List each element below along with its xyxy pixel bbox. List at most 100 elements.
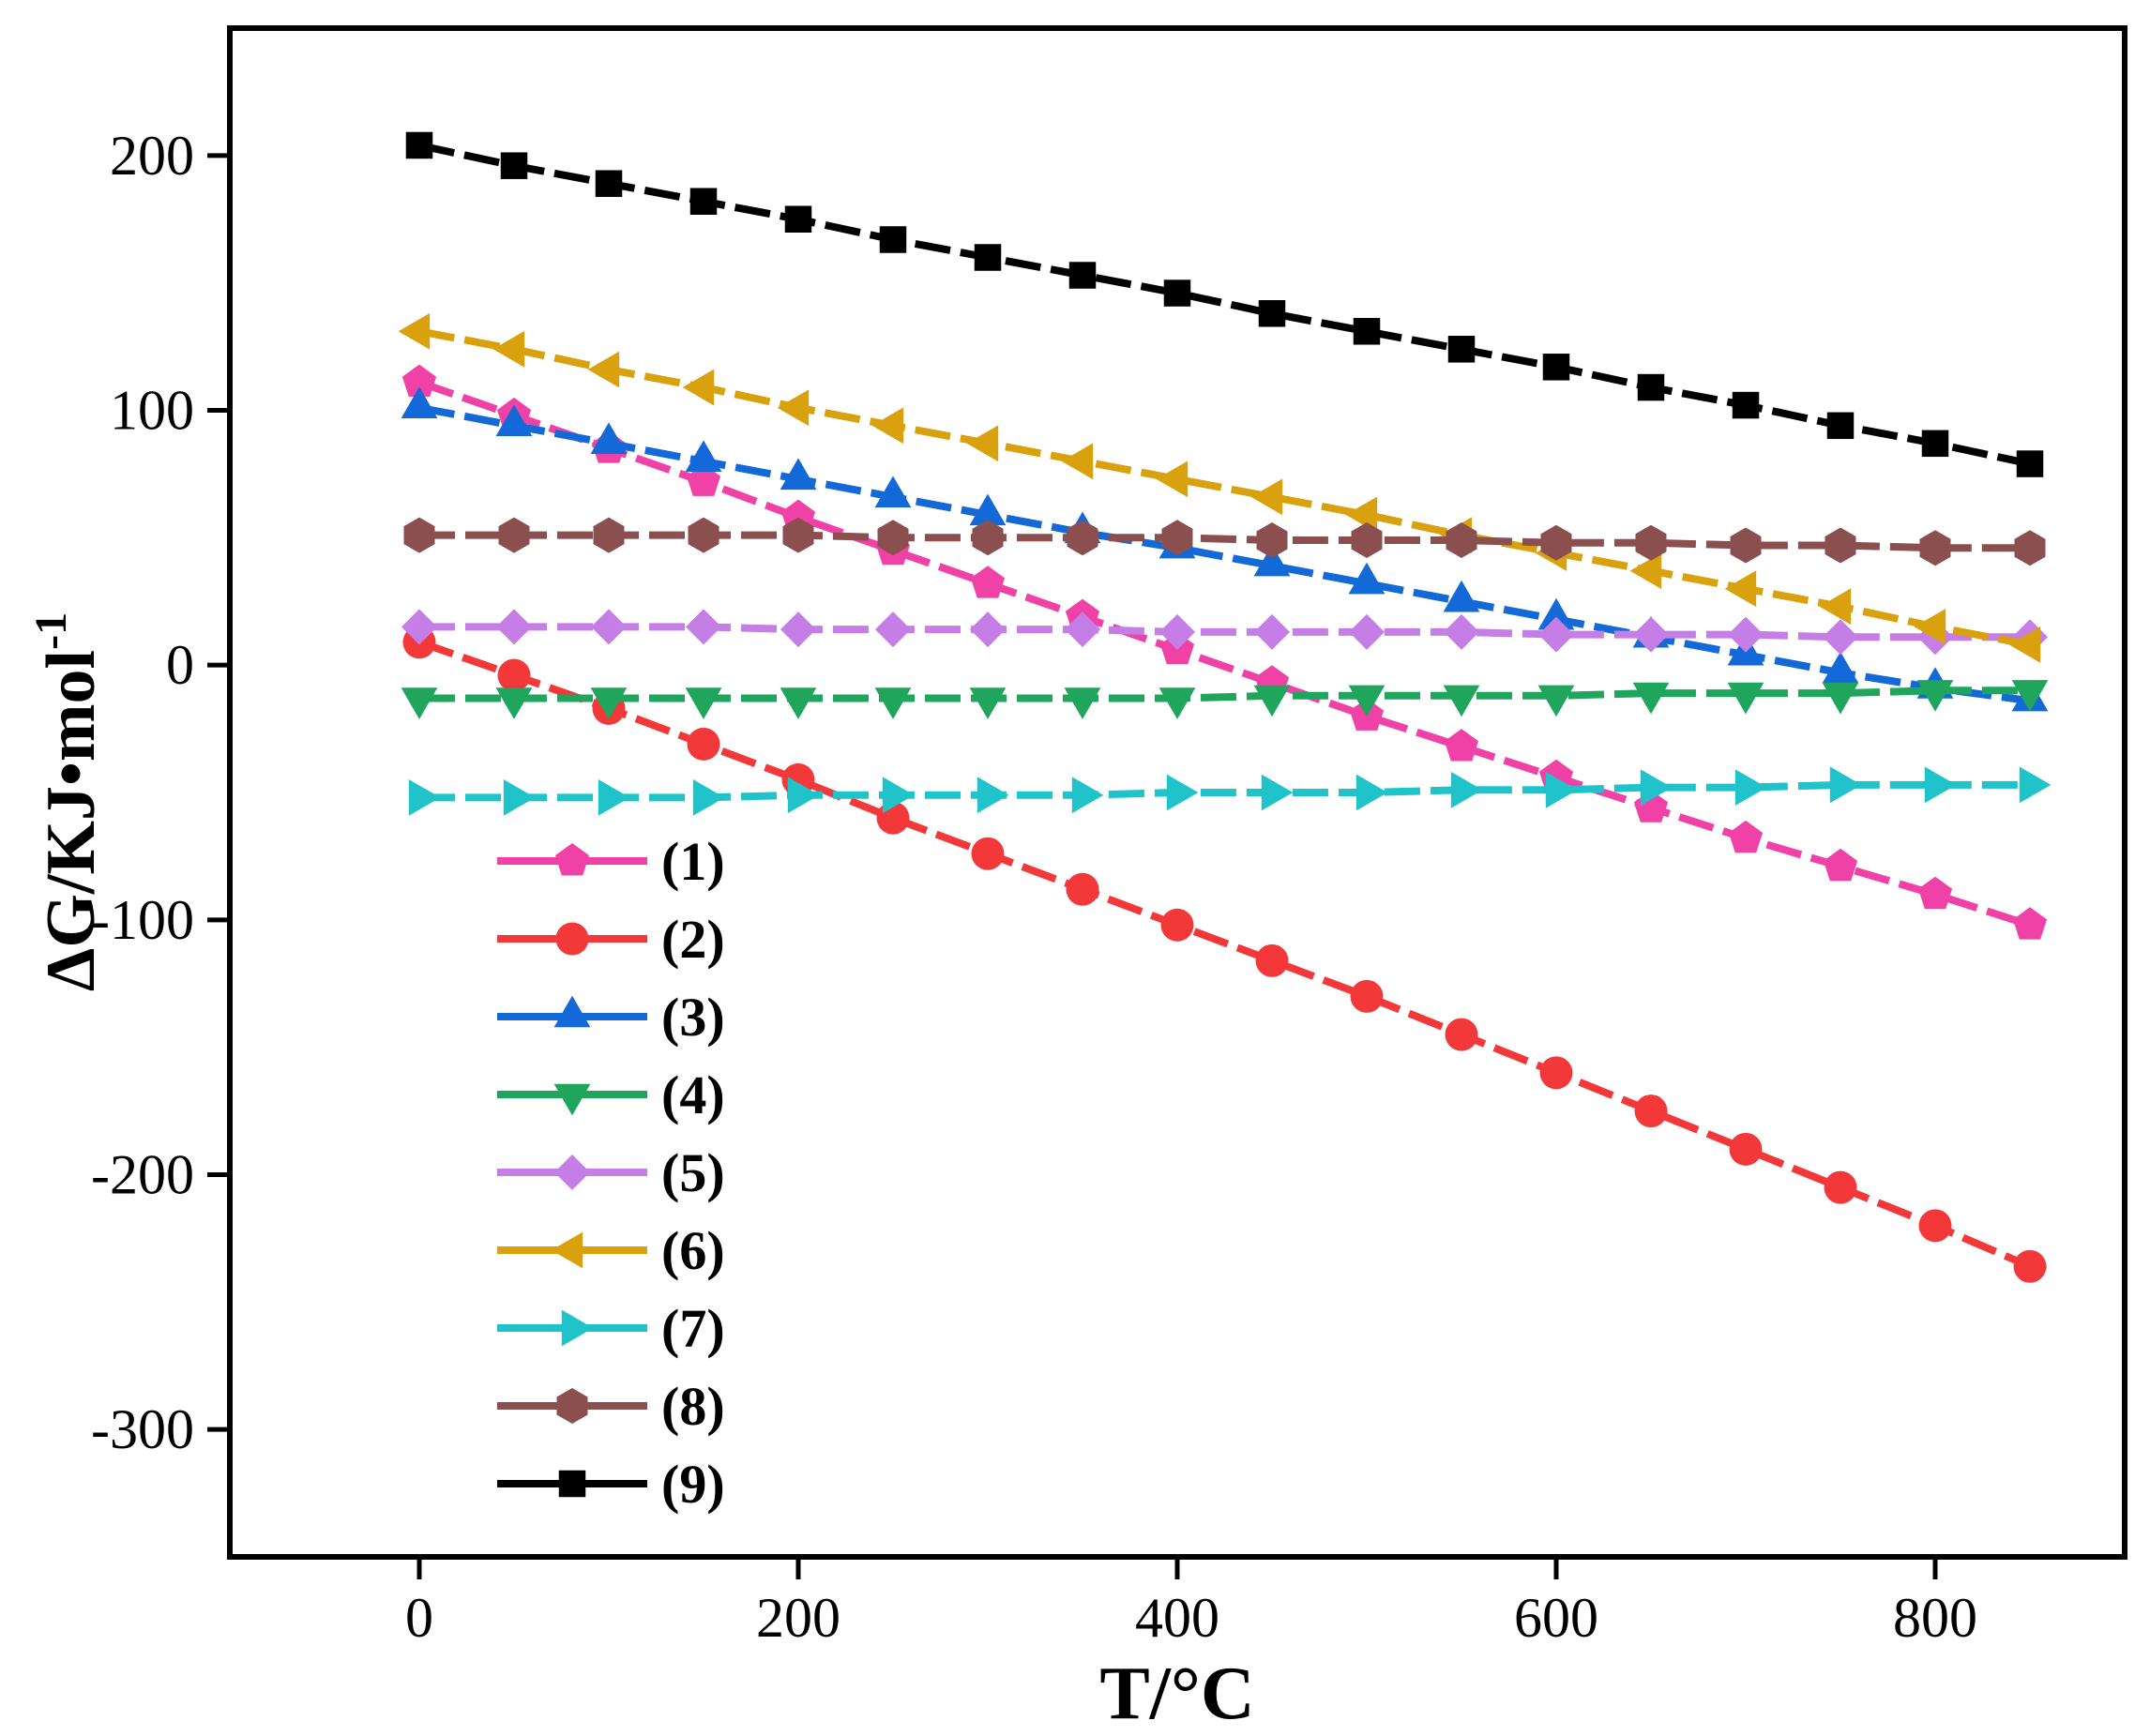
data-point bbox=[598, 779, 630, 816]
data-point bbox=[401, 386, 438, 418]
data-point bbox=[685, 440, 722, 472]
data-point bbox=[1829, 766, 1862, 804]
data-point bbox=[1067, 520, 1098, 556]
legend-marker bbox=[554, 1155, 590, 1190]
data-point bbox=[1629, 552, 1662, 590]
data-point bbox=[780, 687, 817, 719]
data-point bbox=[1823, 848, 1858, 882]
series-layer bbox=[398, 131, 2052, 1283]
data-point bbox=[969, 687, 1007, 719]
data-point bbox=[871, 407, 904, 445]
data-point bbox=[1916, 680, 1954, 712]
legend-label: (4) bbox=[661, 1064, 725, 1125]
ticks-layer: 0 200 400 600 800 200 100 0 -100 -200 -300 bbox=[91, 125, 1977, 1649]
series-line bbox=[417, 638, 2032, 1270]
data-point bbox=[1728, 616, 1764, 653]
data-point bbox=[500, 152, 528, 179]
data-point bbox=[403, 517, 435, 553]
legend-item: (9) bbox=[497, 1454, 725, 1515]
data-point bbox=[686, 463, 721, 496]
data-point bbox=[1724, 570, 1757, 608]
data-point bbox=[1355, 774, 1388, 811]
legend-marker bbox=[553, 1083, 591, 1116]
x-tick-label: 400 bbox=[1135, 1587, 1219, 1649]
data-point bbox=[780, 611, 816, 648]
data-point bbox=[1066, 872, 1099, 906]
data-point bbox=[1348, 685, 1385, 717]
data-point bbox=[879, 226, 907, 253]
data-point bbox=[974, 244, 1002, 271]
data-point bbox=[877, 520, 909, 556]
data-point bbox=[2014, 530, 2046, 566]
data-point bbox=[966, 425, 999, 462]
data-point bbox=[972, 520, 1004, 556]
data-point bbox=[497, 658, 531, 692]
data-point bbox=[1447, 336, 1476, 363]
data-point bbox=[970, 611, 1006, 648]
x-tick-label: 0 bbox=[405, 1587, 433, 1649]
legend-label: (2) bbox=[661, 909, 725, 970]
y-tick-label: -100 bbox=[91, 889, 194, 951]
data-point bbox=[1727, 682, 1764, 715]
x-axis-title: T/°C bbox=[1099, 1653, 1254, 1735]
legend-label: (3) bbox=[661, 987, 725, 1048]
data-point bbox=[777, 389, 810, 427]
data-point bbox=[1632, 682, 1670, 715]
data-point bbox=[495, 404, 533, 436]
x-tick-label: 600 bbox=[1514, 1587, 1598, 1649]
data-point bbox=[688, 517, 719, 553]
series-line bbox=[418, 327, 2031, 649]
data-point bbox=[1064, 687, 1101, 719]
data-point bbox=[1445, 1018, 1478, 1051]
legend-marker bbox=[553, 995, 591, 1028]
data-point bbox=[686, 609, 721, 645]
legend-item: (7) bbox=[497, 1298, 725, 1359]
data-point bbox=[492, 330, 525, 368]
data-point bbox=[687, 727, 720, 761]
data-point bbox=[970, 566, 1006, 598]
series-line bbox=[419, 531, 2030, 552]
legend-label: (7) bbox=[661, 1298, 725, 1359]
legend-item: (4) bbox=[497, 1064, 725, 1125]
data-point bbox=[1824, 1170, 1857, 1204]
data-point bbox=[1159, 613, 1195, 650]
data-point bbox=[408, 779, 441, 816]
data-point bbox=[1444, 613, 1479, 650]
data-point bbox=[1921, 430, 1949, 458]
data-point bbox=[398, 312, 431, 350]
data-point bbox=[587, 351, 620, 388]
legend-item: (5) bbox=[497, 1142, 725, 1203]
data-point bbox=[1345, 496, 1378, 534]
data-point bbox=[1161, 520, 1193, 556]
data-point bbox=[1254, 613, 1290, 650]
data-point bbox=[1250, 478, 1283, 516]
data-point bbox=[401, 364, 437, 397]
legend-label: (5) bbox=[661, 1142, 725, 1203]
data-point bbox=[1350, 979, 1384, 1013]
data-point bbox=[1255, 943, 1289, 977]
data-point bbox=[401, 609, 437, 645]
data-point bbox=[1914, 609, 1946, 645]
data-point bbox=[1734, 769, 1767, 806]
legend-label: (1) bbox=[661, 831, 725, 892]
data-point bbox=[1919, 530, 1951, 566]
data-point bbox=[503, 779, 536, 816]
data-point bbox=[1061, 443, 1094, 480]
legend-label: (8) bbox=[661, 1376, 725, 1437]
x-tick-label: 200 bbox=[756, 1587, 840, 1649]
legend-marker bbox=[561, 1309, 594, 1347]
legend-item: (2) bbox=[497, 909, 725, 970]
data-point bbox=[682, 369, 715, 406]
y-axis-title-main: ΔG/KJ•mol bbox=[33, 650, 110, 991]
data-point bbox=[405, 131, 433, 159]
data-point bbox=[1537, 685, 1575, 717]
data-point bbox=[595, 170, 623, 197]
data-point bbox=[495, 687, 533, 719]
legend-item: (6) bbox=[497, 1220, 725, 1281]
data-point bbox=[2016, 450, 2044, 477]
data-point bbox=[1443, 580, 1480, 612]
legend: (1) (2) (3) (4) (5) (6) (7) (8) (9) bbox=[497, 831, 725, 1515]
data-point bbox=[1158, 687, 1196, 719]
series-line bbox=[418, 142, 2031, 468]
